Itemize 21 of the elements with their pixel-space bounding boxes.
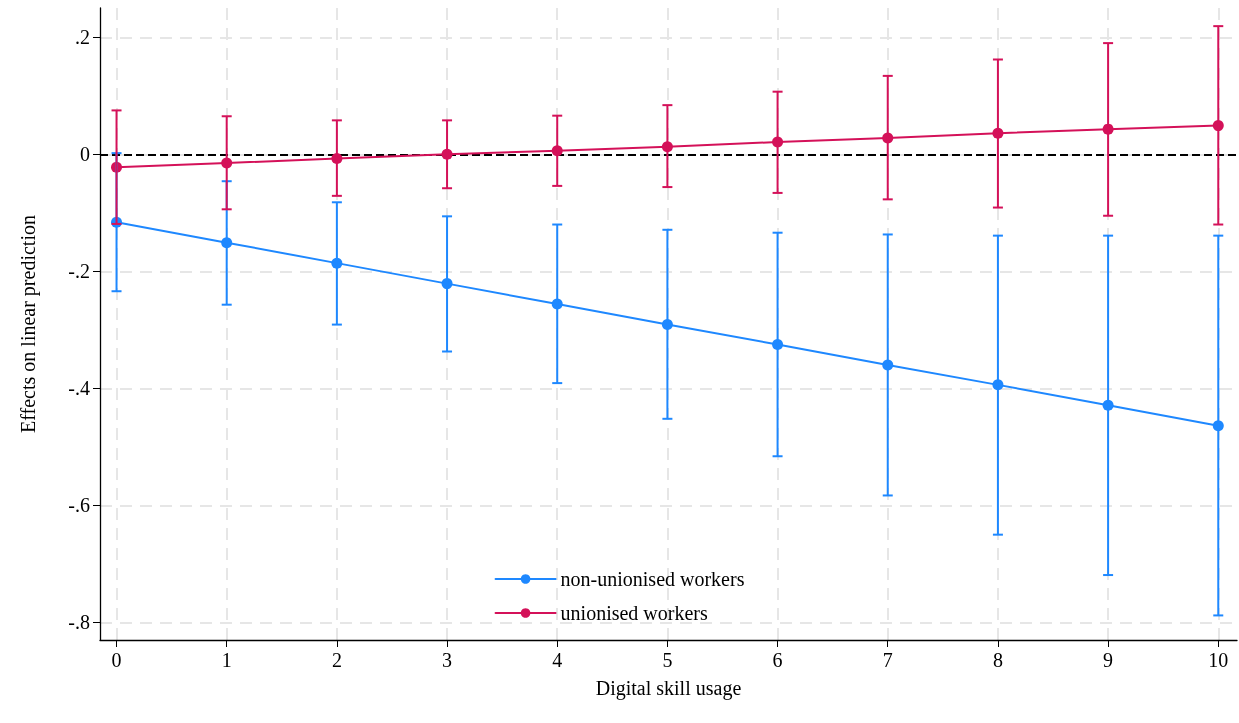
y-tick-label: -.4 (68, 377, 90, 400)
x-tick-label: 7 (882, 649, 893, 671)
x-tick-label: 0 (111, 649, 122, 671)
x-tick-label: 1 (221, 649, 232, 671)
x-tick-label: 10 (1208, 649, 1229, 671)
x-tick-label: 6 (772, 649, 783, 671)
x-tick-label: 2 (331, 649, 342, 671)
x-tick-label: 5 (662, 649, 673, 671)
y-tick-label: -.8 (68, 611, 90, 634)
legend-label: non-unionised workers (560, 568, 745, 590)
y-tick-label: 0 (80, 143, 90, 166)
legend-label: unionised workers (560, 602, 708, 624)
x-tick-label: 9 (1103, 649, 1114, 671)
y-axis-title: Effects on linear prediction (17, 215, 40, 433)
y-tick-label: -.2 (68, 260, 90, 283)
x-tick-label: 8 (992, 649, 1003, 671)
x-axis-title: Digital skill usage (595, 677, 742, 700)
x-tick-label: 3 (442, 649, 453, 671)
x-tick-label: 4 (552, 649, 563, 671)
y-tick-label: -.6 (68, 494, 90, 517)
y-tick-label: .2 (75, 26, 90, 49)
